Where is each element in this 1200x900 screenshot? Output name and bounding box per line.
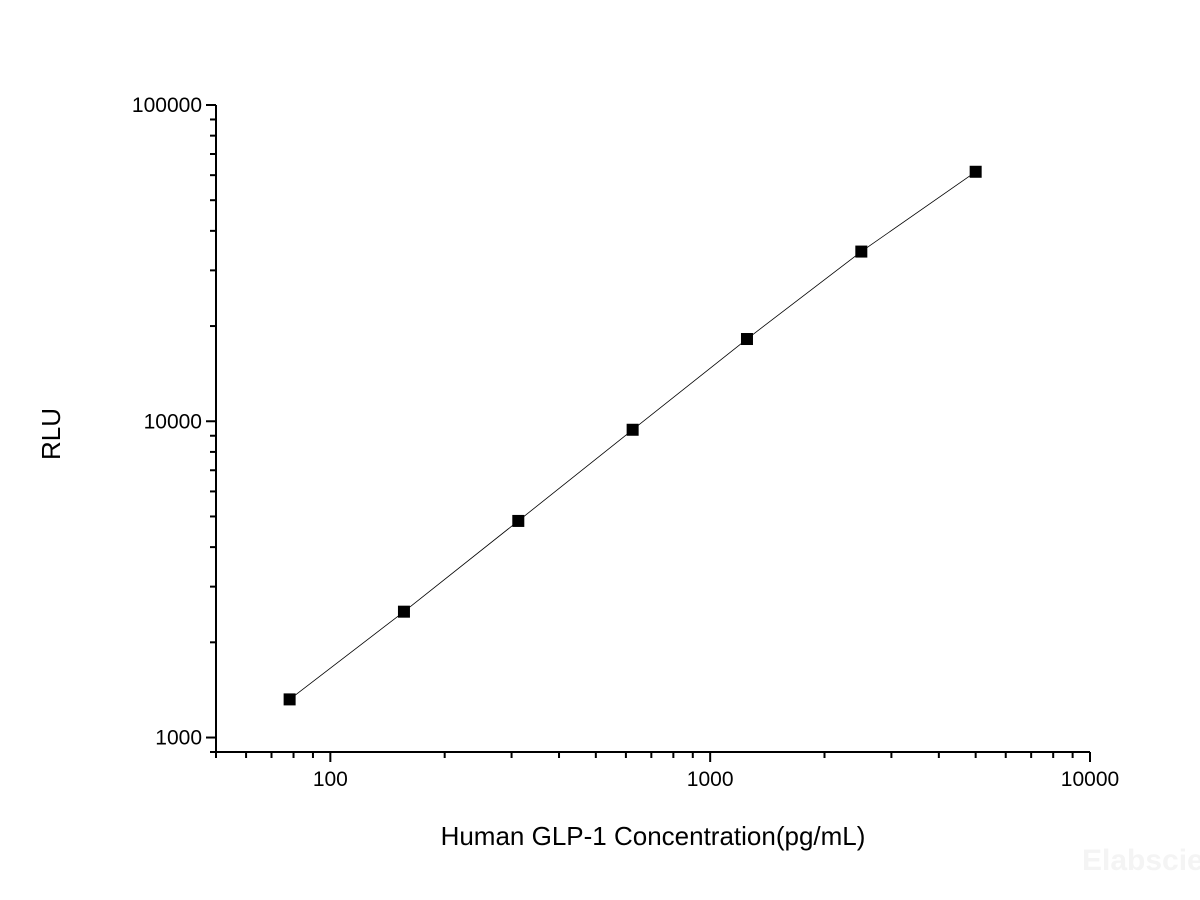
y-axis-title: RLU — [36, 408, 66, 460]
data-point — [740, 333, 753, 346]
data-point — [512, 514, 525, 527]
data-point — [855, 245, 868, 258]
y-tick-label: 10000 — [144, 410, 202, 433]
x-tick-label: 100 — [313, 768, 348, 791]
x-tick-label: 1000 — [687, 768, 734, 791]
watermark-logo: Elabscien — [1082, 844, 1200, 877]
x-axis-title: Human GLP-1 Concentration(pg/mL) — [441, 821, 866, 851]
x-tick-labels: 100 1000 10000 — [313, 768, 1119, 791]
y-tick-labels: 1000 10000 100000 — [132, 94, 202, 750]
y-tick-label: 100000 — [132, 94, 202, 117]
y-tick-label: 1000 — [155, 727, 202, 750]
data-point — [626, 423, 639, 436]
axis-ticks — [206, 104, 1091, 762]
data-points — [283, 165, 982, 706]
x-tick-label: 10000 — [1061, 768, 1119, 791]
data-point — [397, 605, 410, 618]
data-point — [969, 165, 982, 178]
data-point — [283, 693, 296, 706]
